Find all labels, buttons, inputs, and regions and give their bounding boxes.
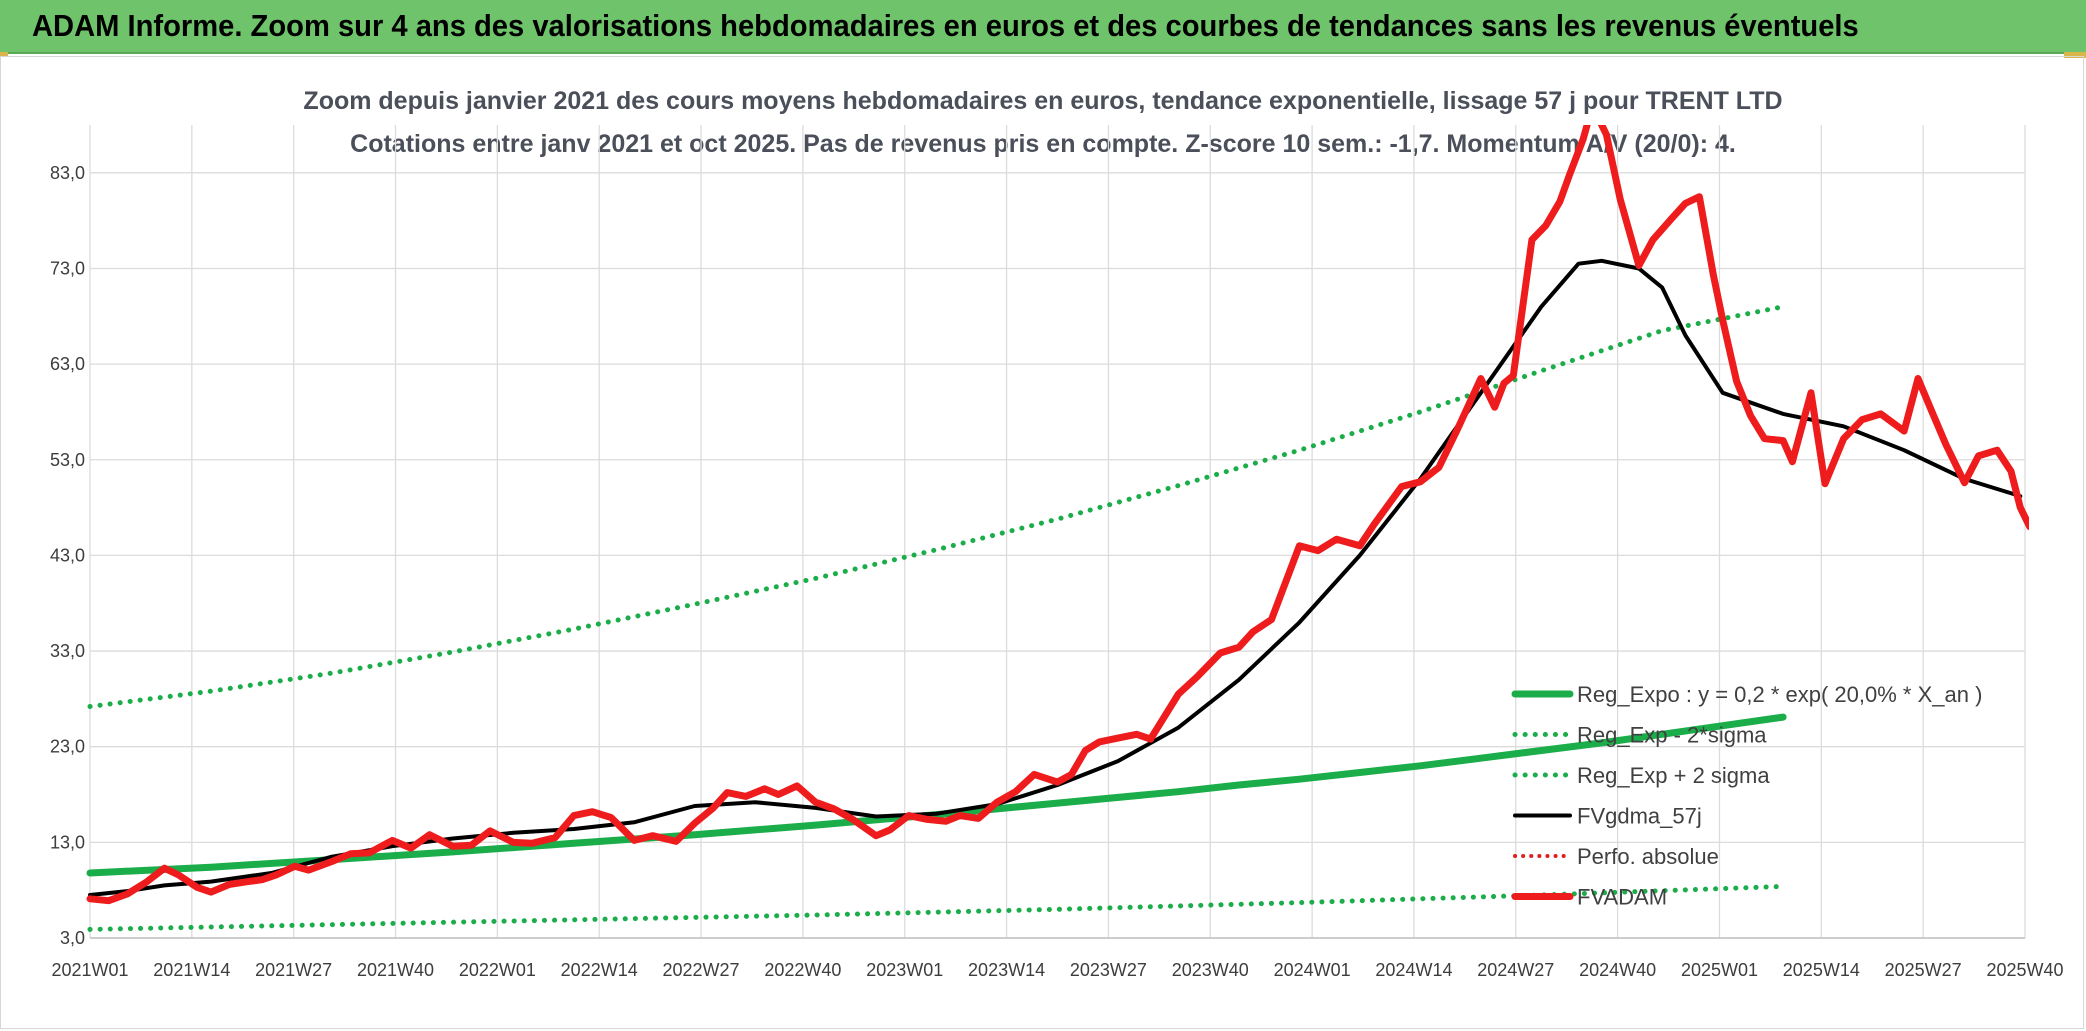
y-tick-label: 3,0 (60, 928, 85, 948)
y-tick-label: 73,0 (50, 258, 85, 278)
y-tick-label: 63,0 (50, 354, 85, 374)
x-tick-label: 2023W01 (866, 960, 943, 980)
x-tick-label: 2021W27 (255, 960, 332, 980)
x-tick-label: 2022W40 (764, 960, 841, 980)
x-tick-label: 2025W27 (1885, 960, 1962, 980)
series-line-5 (86, 125, 2029, 905)
legend-entry: Reg_Exp - 2*sigma (1577, 723, 1767, 748)
report-banner: ADAM Informe. Zoom sur 4 ans des valoris… (0, 0, 2086, 54)
chart-legend: Reg_Expo : y = 0,2 * exp( 20,0% * X_an )… (1511, 682, 1982, 910)
x-tick-label: 2023W40 (1172, 960, 1249, 980)
x-tick-label: 2022W14 (561, 960, 638, 980)
y-tick-label: 33,0 (50, 641, 85, 661)
series-line-3 (88, 258, 2023, 897)
x-tick-label: 2024W27 (1477, 960, 1554, 980)
x-tick-label: 2022W01 (459, 960, 536, 980)
x-tick-label: 2025W14 (1783, 960, 1860, 980)
x-tick-label: 2024W40 (1579, 960, 1656, 980)
legend-entry: Reg_Expo : y = 0,2 * exp( 20,0% * X_an ) (1577, 682, 1982, 707)
x-tick-label: 2021W01 (51, 960, 128, 980)
legend-entry: FVgdma_57j (1577, 804, 1702, 829)
chart-series (86, 125, 2029, 932)
y-tick-label: 13,0 (50, 832, 85, 852)
chart-title-line-1: Zoom depuis janvier 2021 des cours moyen… (303, 87, 1782, 115)
legend-entry: Perfo. absolue (1577, 844, 1719, 869)
series-line-1 (87, 883, 1786, 932)
axis-tick-labels: 3,0 13,0 23,0 33,0 43,0 53,0 63,0 73,0 83,0 2021W… (50, 163, 2064, 980)
x-tick-label: 2025W01 (1681, 960, 1758, 980)
x-tick-label: 2024W14 (1375, 960, 1452, 980)
x-tick-label: 2023W27 (1070, 960, 1147, 980)
x-tick-label: 2024W01 (1274, 960, 1351, 980)
x-tick-label: 2025W40 (1986, 960, 2063, 980)
banner-title: ADAM Informe. Zoom sur 4 ans des valoris… (32, 8, 1859, 43)
x-tick-label: 2022W27 (663, 960, 740, 980)
legend-entry: FVADAM (1577, 885, 1667, 910)
x-tick-label: 2021W14 (153, 960, 230, 980)
banner-accent-right (2064, 52, 2086, 58)
y-tick-label: 83,0 (50, 163, 85, 183)
y-tick-label: 23,0 (50, 737, 85, 757)
chart-title-line-2: Cotations entre janv 2021 et oct 2025. P… (350, 130, 1736, 158)
legend-entry: Reg_Exp + 2 sigma (1577, 763, 1770, 788)
grid-lines (89, 125, 2026, 939)
y-tick-label: 43,0 (50, 545, 85, 565)
x-tick-label: 2021W40 (357, 960, 434, 980)
x-tick-label: 2023W14 (968, 960, 1045, 980)
series-line-0 (86, 713, 1787, 877)
banner-accent-left (0, 52, 8, 57)
y-tick-label: 53,0 (50, 450, 85, 470)
chart-frame (0, 56, 2084, 1029)
series-line-2 (87, 304, 1786, 709)
